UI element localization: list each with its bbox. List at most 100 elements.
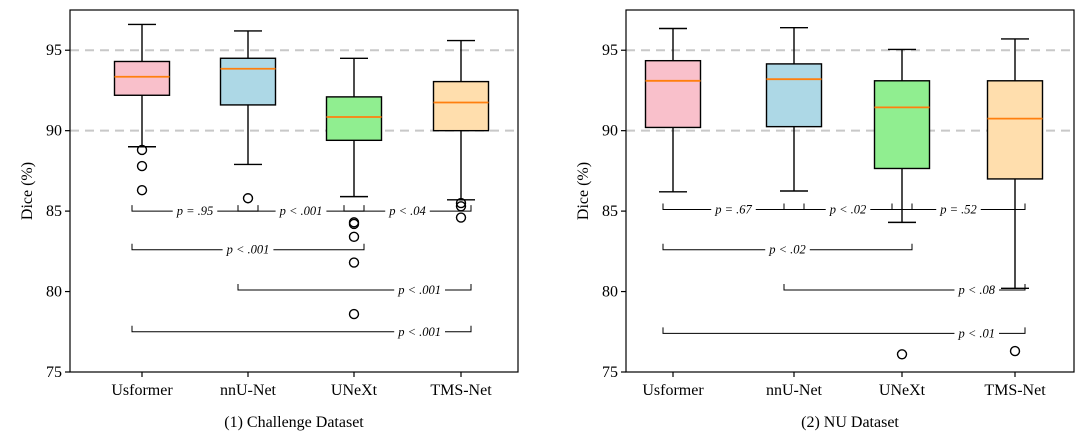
- bracket-line: [662, 243, 766, 251]
- comparison-bracket: p < .08: [783, 283, 1026, 297]
- plot-frame: [69, 9, 519, 373]
- outlier-point: [348, 257, 360, 268]
- box-body: [873, 80, 931, 170]
- comparison-bracket: p < .001: [131, 325, 472, 339]
- comparison-bracket: p < .001: [237, 283, 472, 297]
- bracket-line: [131, 243, 223, 251]
- comparison-bracket: p < .001: [237, 204, 365, 218]
- bracket-line: [429, 205, 472, 212]
- p-value-label: p = .67: [714, 203, 752, 217]
- bracket-line: [131, 325, 395, 333]
- p-value-label: p = .95: [176, 204, 214, 218]
- bracket-line: [662, 327, 955, 334]
- outlier-point: [242, 193, 254, 204]
- bracket-line: [343, 205, 386, 212]
- p-value-label: p = .52: [939, 203, 977, 217]
- x-tick-label: UNeXt: [331, 382, 378, 399]
- box-UNeXt: [873, 48, 931, 360]
- y-tick-label: 80: [602, 284, 618, 301]
- comparison-bracket: p = .67: [662, 203, 805, 217]
- x-tick-label: TMS-Net: [984, 382, 1046, 399]
- bracket-line: [326, 205, 365, 212]
- bracket-line: [809, 243, 913, 251]
- comparison-bracket: p < .04: [343, 204, 472, 218]
- x-tick-label: UNeXt: [879, 382, 926, 399]
- bracket-line: [445, 325, 472, 333]
- panel-2: p = .67 p < .02 p = .52 p < .02 p < .08 p < .…: [575, 9, 1075, 431]
- box-Usformer: [113, 23, 171, 196]
- box-nnU-Net: [219, 30, 277, 204]
- p-value-label: p < .001: [397, 325, 441, 339]
- y-tick-label: 95: [46, 42, 62, 59]
- p-value-label: p < .001: [226, 243, 270, 257]
- outlier-point: [348, 231, 360, 243]
- y-tick-label: 95: [602, 42, 618, 59]
- outlier-point: [455, 212, 467, 223]
- panel-caption: (2) NU Dataset: [801, 414, 899, 431]
- box-body: [219, 57, 277, 106]
- outlier-point: [136, 160, 148, 172]
- y-axis-label: Dice (%): [575, 162, 592, 220]
- box-body: [986, 80, 1044, 180]
- bracket-line: [662, 203, 712, 211]
- bracket-line: [870, 203, 913, 211]
- bracket-line: [999, 327, 1026, 334]
- outlier-point: [455, 197, 467, 209]
- y-tick-label: 75: [46, 364, 62, 381]
- panel-caption: (1) Challenge Dataset: [224, 414, 364, 431]
- box-TMS-Net: [432, 39, 490, 223]
- bracket-line: [445, 283, 472, 291]
- y-tick-label: 80: [46, 284, 62, 301]
- p-value-label: p < .001: [279, 204, 323, 218]
- y-tick-label: 85: [602, 203, 618, 220]
- y-tick-label: 85: [46, 203, 62, 220]
- plot-frame: [625, 9, 1075, 373]
- comparison-bracket: p < .02: [662, 243, 913, 257]
- bracket-line: [999, 283, 1026, 291]
- x-tick-label: TMS-Net: [430, 382, 492, 399]
- bracket-line: [237, 283, 395, 291]
- box-Usformer: [644, 27, 702, 193]
- box-body: [432, 80, 490, 132]
- bracket-line: [755, 203, 805, 211]
- box-nnU-Net: [765, 26, 823, 192]
- x-tick-label: Usformer: [642, 382, 704, 399]
- outlier-point: [348, 308, 360, 320]
- box-body: [113, 60, 171, 96]
- p-value-label: p < .01: [957, 326, 995, 340]
- comparison-bracket: p < .01: [662, 326, 1026, 340]
- comparison-bracket: p < .001: [131, 243, 365, 257]
- bracket-line: [891, 203, 937, 211]
- box-body: [325, 96, 383, 142]
- p-value-label: p < .02: [768, 243, 806, 257]
- p-value-label: p < .04: [388, 204, 426, 218]
- x-tick-label: nnU-Net: [766, 382, 823, 399]
- y-tick-label: 90: [602, 123, 618, 140]
- outlier-point: [348, 218, 360, 230]
- panel-1: p = .95 p < .001 p < .04 p < .001 p < .001 p …: [19, 9, 519, 431]
- bracket-line: [131, 205, 173, 212]
- y-tick-label: 90: [46, 123, 62, 140]
- p-value-label: p < .001: [397, 283, 441, 297]
- bracket-line: [980, 203, 1026, 211]
- box-TMS-Net: [986, 38, 1044, 357]
- p-value-label: p < .02: [829, 203, 867, 217]
- bracket-line: [237, 205, 276, 212]
- y-tick-label: 75: [602, 364, 618, 381]
- bracket-line: [783, 283, 955, 291]
- y-axis-label: Dice (%): [19, 162, 36, 220]
- p-value-label: p < .08: [957, 283, 995, 297]
- outlier-point: [136, 144, 148, 156]
- x-tick-label: Usformer: [111, 382, 173, 399]
- box-UNeXt: [325, 57, 383, 320]
- outlier-point: [896, 349, 908, 360]
- comparison-bracket: p = .52: [891, 203, 1026, 217]
- x-tick-label: nnU-Net: [220, 382, 277, 399]
- outlier-point: [1009, 345, 1021, 357]
- bracket-line: [273, 243, 365, 251]
- bracket-line: [783, 203, 826, 211]
- box-body: [765, 63, 823, 128]
- box-body: [644, 59, 702, 129]
- outlier-point: [136, 184, 148, 196]
